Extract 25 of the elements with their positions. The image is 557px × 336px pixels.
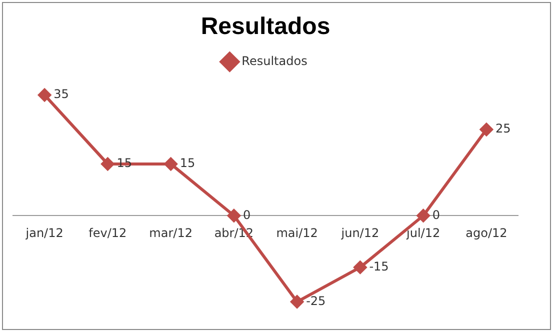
x-tick-label: mar/12 <box>149 226 192 240</box>
point <box>227 209 240 222</box>
x-tick-label: jul/12 <box>406 226 440 240</box>
x-tick-label: jan/12 <box>24 226 64 240</box>
point <box>164 157 178 170</box>
data-label: -15 <box>369 259 389 274</box>
point <box>416 209 430 222</box>
data-label: 0 <box>432 208 440 222</box>
chart-title: Resultados <box>200 13 330 40</box>
point <box>38 88 52 102</box>
x-tick-label: mai/12 <box>276 226 318 240</box>
point <box>354 260 367 274</box>
data-label: 0 <box>242 208 251 222</box>
point <box>101 157 114 170</box>
data-label: 25 <box>495 122 511 136</box>
data-label: -25 <box>306 294 326 308</box>
x-tick-label: ago/12 <box>466 226 508 240</box>
point <box>480 122 493 136</box>
point <box>290 295 304 308</box>
x-tick-label: jun/12 <box>340 226 380 240</box>
data-label: 15 <box>116 156 132 170</box>
data-label: 35 <box>54 87 69 102</box>
data-label: 15 <box>180 156 196 170</box>
x-tick-label: fev/12 <box>88 226 127 240</box>
legend-label: Resultados <box>242 54 308 68</box>
